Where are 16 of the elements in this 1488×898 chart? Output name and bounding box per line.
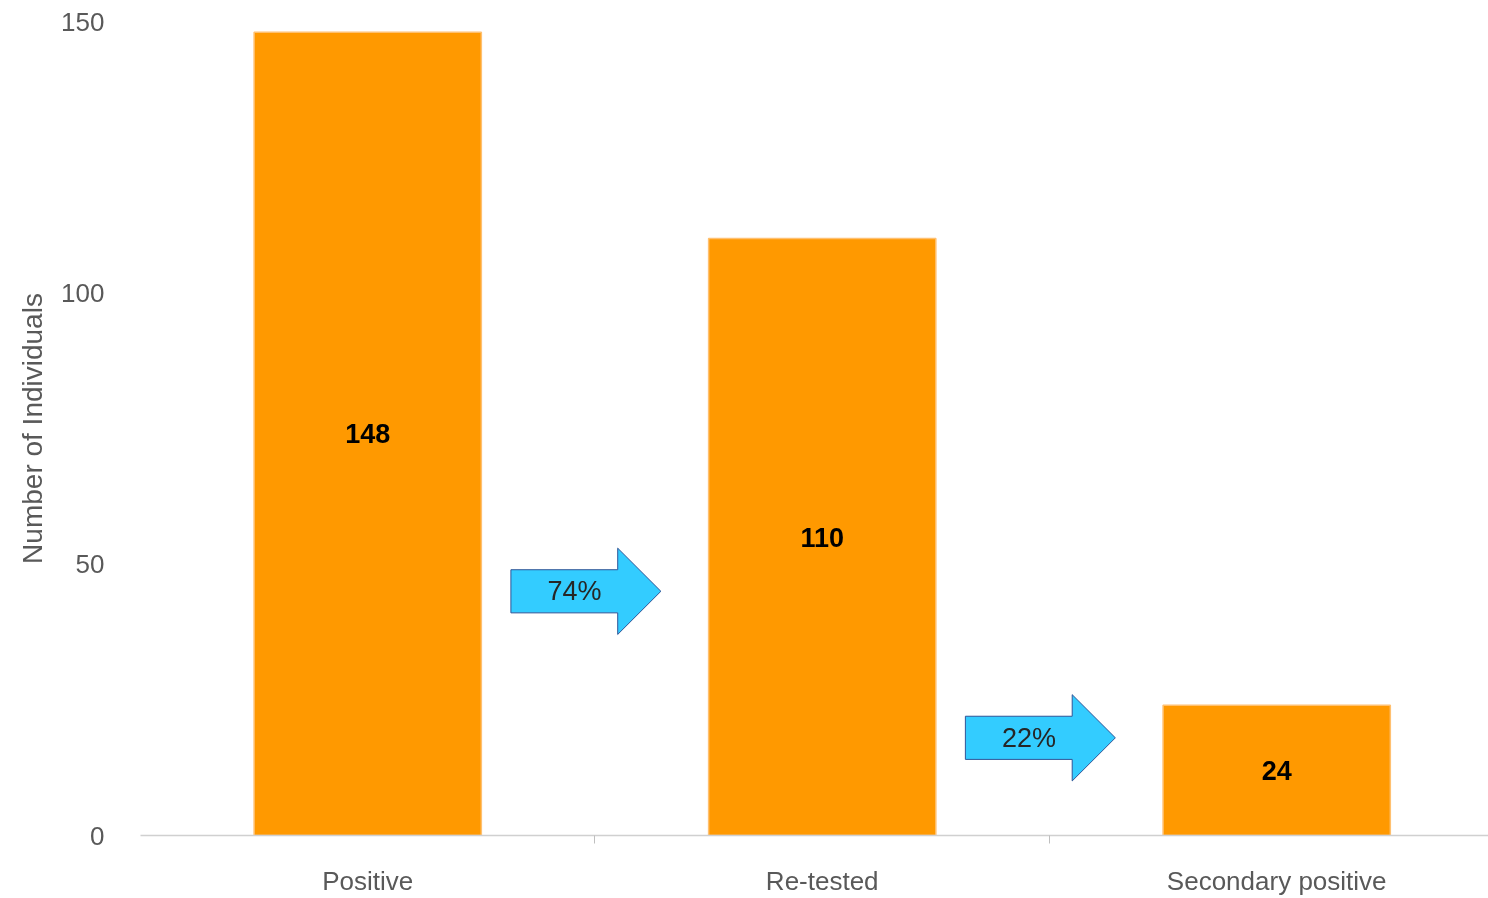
y-axis-title: Number of Individuals — [17, 293, 49, 564]
bar — [253, 31, 483, 836]
bar — [707, 237, 937, 836]
y-tick-label: 0 — [90, 820, 105, 851]
data-label: 110 — [800, 522, 845, 553]
data-label: 24 — [1261, 755, 1292, 786]
data-label: 148 — [345, 419, 391, 450]
y-tick-label: 100 — [61, 277, 105, 308]
y-tick-label: 50 — [75, 549, 105, 580]
x-tick-label: Re-tested — [765, 865, 879, 896]
x-tick-label: Secondary positive — [1166, 865, 1387, 896]
y-tick-label: 150 — [61, 6, 105, 37]
bar — [1162, 704, 1392, 836]
annotation: 74% — [547, 576, 602, 607]
x-tick-label: Positive — [322, 865, 414, 896]
annotation: 22% — [1002, 722, 1057, 753]
